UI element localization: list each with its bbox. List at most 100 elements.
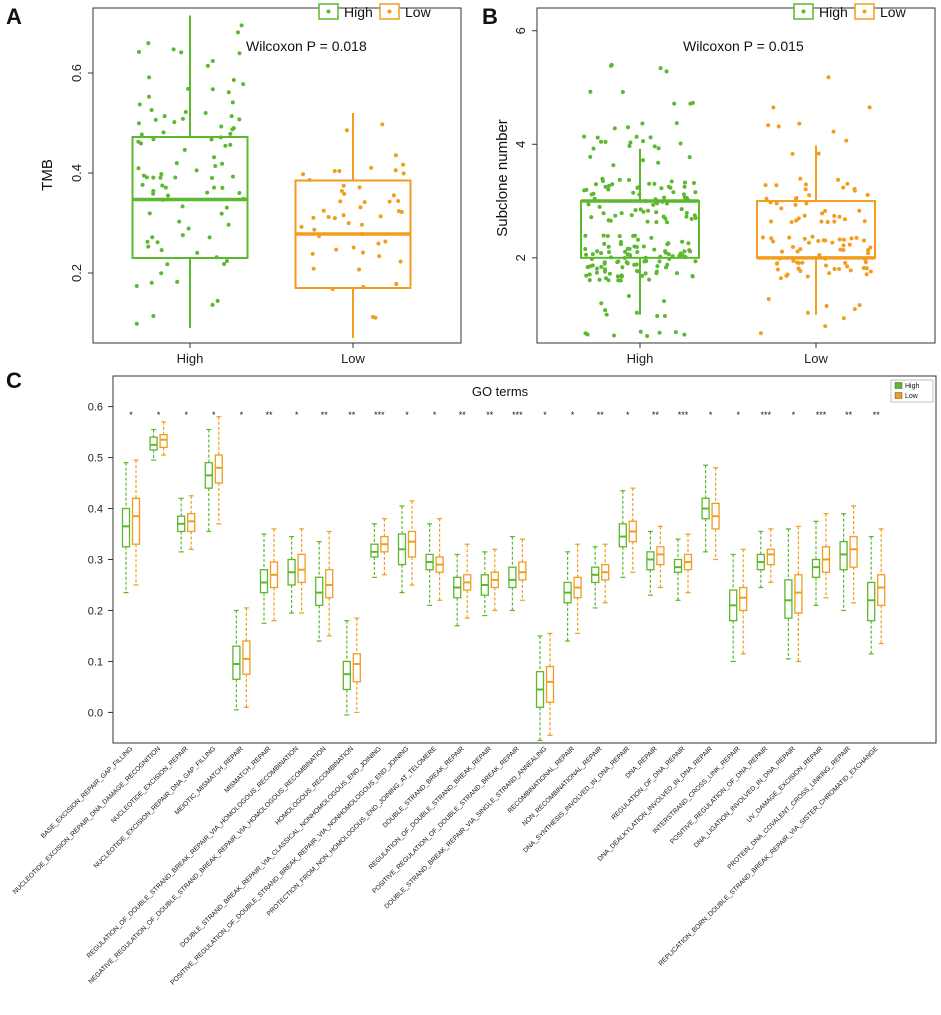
data-point [645, 333, 650, 338]
data-point [693, 190, 698, 195]
data-point [341, 213, 346, 218]
data-point [669, 179, 674, 184]
data-point [684, 210, 689, 215]
data-point [663, 250, 668, 255]
y-tick-label: 0.6 [69, 64, 84, 82]
data-point [797, 121, 802, 126]
data-point [807, 240, 812, 245]
data-point [843, 260, 848, 265]
data-point [134, 283, 139, 288]
data-point [606, 244, 611, 249]
data-point [241, 196, 246, 201]
data-point [868, 245, 873, 250]
legend-a-high-label: High [344, 4, 373, 20]
data-point [819, 219, 824, 224]
data-point [766, 296, 771, 301]
data-point [147, 211, 152, 216]
data-point [173, 175, 178, 180]
data-point [582, 188, 587, 193]
data-point [775, 261, 780, 266]
data-point [684, 196, 689, 201]
data-point [823, 208, 828, 213]
data-point [679, 207, 684, 212]
data-point [664, 69, 669, 74]
panel-b-x-ticks: High Low [627, 343, 829, 366]
significance-label: * [736, 410, 740, 420]
panel-a-y-axis-title: TMB [39, 159, 56, 191]
box-iqr [131, 497, 141, 545]
panel-letter-a: A [6, 4, 22, 29]
data-point [594, 266, 599, 271]
data-point [398, 259, 403, 264]
data-point [611, 333, 616, 338]
box-iqr [518, 561, 527, 581]
data-point [657, 259, 662, 264]
data-point [213, 164, 218, 169]
data-point [137, 102, 142, 107]
significance-label: ** [845, 410, 853, 420]
data-point [362, 200, 367, 205]
data-point [832, 266, 837, 271]
data-point [647, 181, 652, 186]
data-point [299, 224, 304, 229]
significance-label: * [709, 410, 713, 420]
data-point [795, 249, 800, 254]
panel-b: Subclone number 2 4 6 High Low Wilcoxon P =… [494, 3, 936, 366]
data-point [222, 261, 227, 266]
x-tick-label: High [627, 351, 654, 366]
y-tick-label: 0.2 [69, 264, 84, 282]
data-point [159, 271, 164, 276]
data-point [647, 277, 652, 282]
data-point [337, 168, 342, 173]
data-point [634, 310, 639, 315]
data-point [823, 256, 828, 261]
significance-label: ** [652, 410, 660, 420]
data-point [866, 251, 871, 256]
box-iqr [242, 640, 251, 675]
data-point [803, 187, 808, 192]
significance-label: *** [512, 410, 523, 420]
data-point [824, 304, 829, 309]
significance-label: * [295, 410, 299, 420]
data-point [652, 144, 657, 149]
data-point [149, 280, 154, 285]
data-point [159, 248, 164, 253]
data-point [798, 247, 803, 252]
data-point [841, 237, 846, 242]
data-point [807, 193, 812, 198]
significance-label: * [543, 410, 547, 420]
data-point [660, 199, 665, 204]
data-point [602, 241, 607, 246]
data-point [619, 211, 624, 216]
data-point [641, 244, 646, 249]
data-point [649, 235, 654, 240]
data-point [203, 110, 208, 115]
data-point [637, 192, 642, 197]
box-iqr [673, 558, 683, 573]
data-point [777, 256, 782, 261]
data-point [644, 259, 649, 264]
legend-b-high-dot [801, 9, 806, 14]
data-point [821, 238, 826, 243]
box-iqr [756, 200, 876, 259]
data-point [600, 176, 605, 181]
data-point [136, 121, 141, 126]
data-point [230, 100, 235, 105]
y-tick-label: 0.0 [88, 707, 103, 719]
data-point [583, 233, 588, 238]
data-point [230, 174, 235, 179]
data-point [832, 219, 837, 224]
data-point [146, 41, 151, 46]
data-point [205, 190, 210, 195]
y-tick-label: 0.4 [69, 164, 84, 182]
data-point [654, 220, 659, 225]
data-point [311, 266, 316, 271]
category-label: REGULATION_OF_DOUBLE_STRAND_BREAK_REPAIR… [86, 745, 300, 959]
data-point [377, 254, 382, 259]
data-point [237, 117, 242, 122]
data-point [841, 243, 846, 248]
data-point [635, 249, 640, 254]
data-point [393, 153, 398, 158]
box-iqr [811, 558, 821, 578]
data-point [220, 185, 225, 190]
